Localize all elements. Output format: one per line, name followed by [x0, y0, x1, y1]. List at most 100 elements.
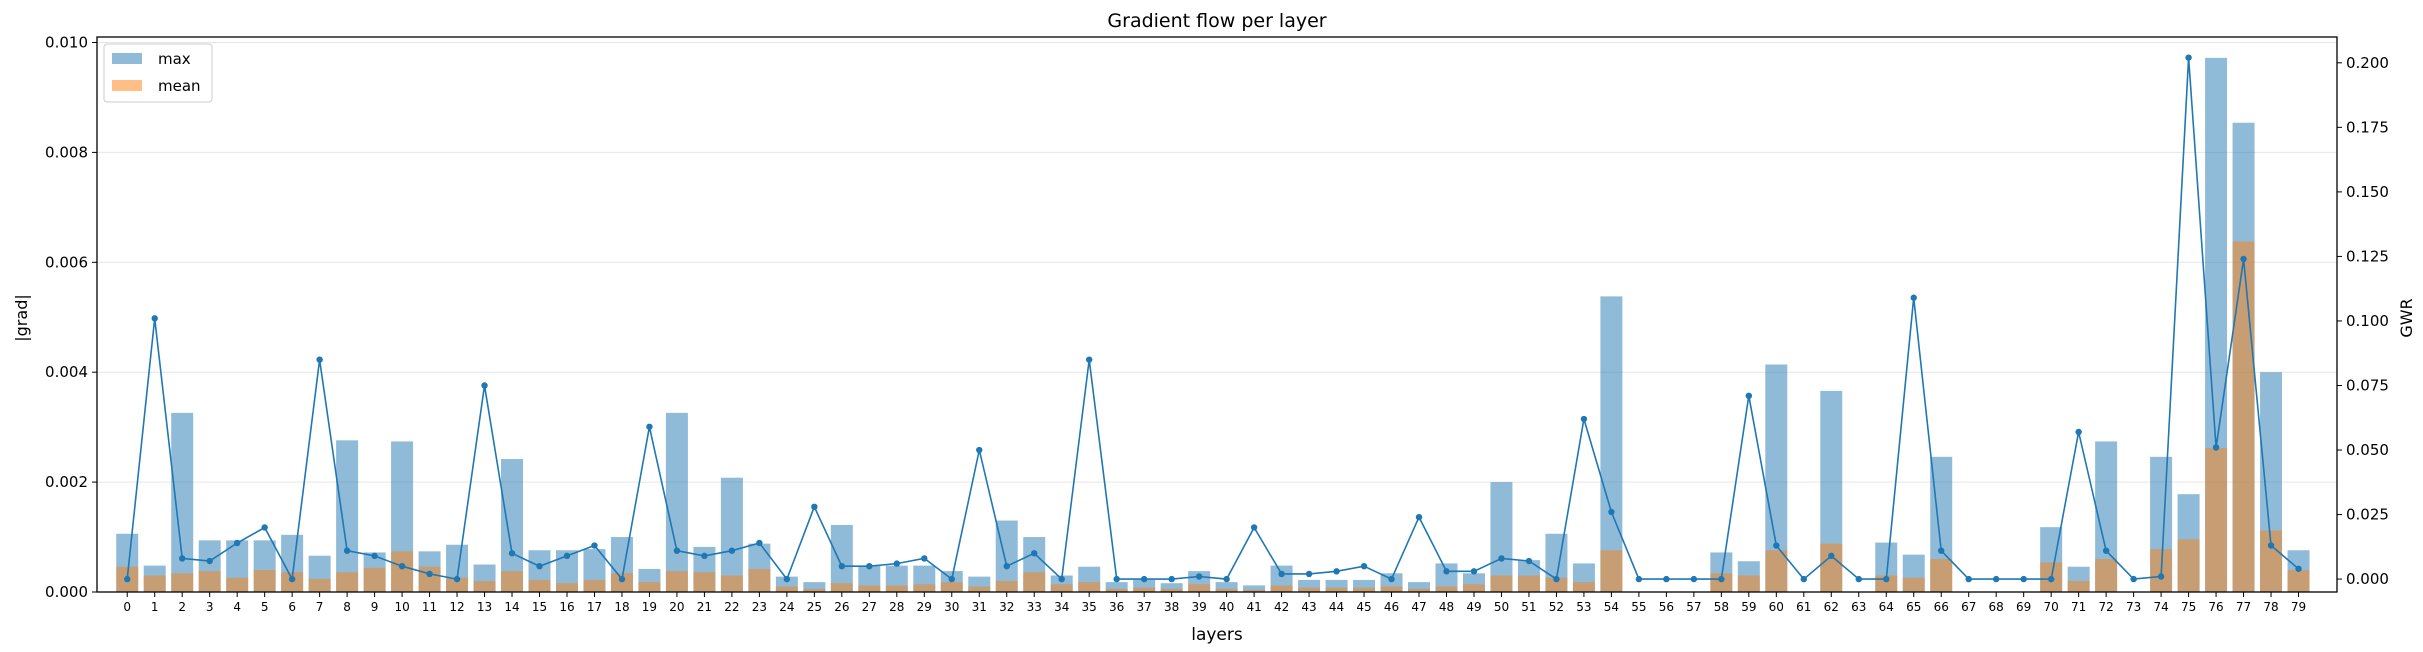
mean-bar — [336, 572, 359, 592]
mean-bar — [610, 573, 633, 592]
mean-bar — [1572, 582, 1595, 592]
x-tick-label: 4 — [233, 600, 241, 614]
max-bar — [2095, 441, 2118, 592]
x-tick-label: 43 — [1301, 600, 1316, 614]
x-tick-label: 53 — [1576, 600, 1591, 614]
gwr-point — [2212, 444, 2220, 451]
gwr-point — [1663, 575, 1670, 583]
gwr-point — [646, 423, 653, 430]
mean-bar — [1298, 587, 1321, 592]
y-tick-label: 0.010 — [45, 33, 88, 51]
x-tick-label: 24 — [779, 600, 794, 614]
gwr-point — [343, 547, 351, 554]
x-tick-label: 31 — [972, 600, 987, 614]
x-tick-label: 3 — [206, 600, 214, 614]
x-tick-label: 48 — [1439, 600, 1454, 614]
max-bar — [1408, 582, 1431, 592]
x-tick-label: 52 — [1549, 600, 1564, 614]
max-bar — [720, 477, 743, 592]
mean-bar — [748, 568, 771, 592]
mean-bar — [1902, 577, 1925, 592]
mean-bar — [1600, 550, 1623, 592]
gwr-point — [1718, 575, 1725, 583]
x-tick-label: 59 — [1741, 600, 1756, 614]
x-tick-label: 14 — [504, 600, 519, 614]
gwr-point — [838, 562, 846, 570]
max-bar — [171, 412, 194, 592]
mean-bar — [1215, 588, 1238, 592]
mean-bar — [803, 588, 826, 592]
gwr-point — [756, 539, 763, 547]
x-tick-label: 37 — [1137, 600, 1152, 614]
gwr-point — [508, 550, 516, 557]
gwr-point — [976, 446, 983, 454]
x-tick-label: 30 — [944, 600, 959, 614]
x-tick-label: 77 — [2236, 600, 2251, 614]
x-tick-label: 11 — [422, 600, 437, 614]
mean-bar — [1435, 586, 1458, 592]
gwr-point — [2267, 542, 2275, 549]
mean-bar — [1160, 588, 1183, 592]
gwr-point — [948, 575, 955, 583]
x-tick-label: 62 — [1824, 600, 1839, 614]
gwr-point — [261, 524, 268, 531]
mean-bar — [1930, 559, 1953, 592]
gwr-point — [481, 382, 488, 389]
gwr-point — [1113, 575, 1120, 583]
mean-bar — [171, 573, 194, 592]
x-tick-label: 41 — [1246, 600, 1261, 614]
mean-bar — [1050, 584, 1073, 592]
gwr-point — [316, 356, 323, 363]
mean-bar — [308, 578, 331, 592]
max-bar — [1490, 482, 1513, 592]
gwr-point — [1278, 570, 1285, 578]
mean-bar — [2095, 559, 2118, 592]
x-tick-label: 47 — [1411, 600, 1426, 614]
gwr-point — [1333, 568, 1340, 575]
x-tick-label: 51 — [1521, 600, 1536, 614]
x-tick-label: 2 — [178, 600, 186, 614]
y2-tick-label: 0.000 — [2346, 570, 2389, 588]
gwr-point — [1443, 568, 1450, 575]
x-tick-label: 38 — [1164, 600, 1179, 614]
x-tick-label: 64 — [1879, 600, 1894, 614]
mean-bar — [913, 584, 936, 592]
gwr-point — [1938, 547, 1945, 554]
left-y-axis-ticks: 0.000 0.002 0.004 0.006 0.008 0.010 — [45, 33, 97, 601]
mean-bar — [501, 571, 524, 592]
gwr-point — [1195, 573, 1203, 580]
gwr-point — [288, 575, 296, 583]
gwr-point — [1470, 568, 1478, 575]
mean-bar — [1023, 572, 1046, 592]
gwr-point — [893, 560, 901, 567]
mean-bar — [1517, 575, 1540, 592]
x-tick-label: 55 — [1631, 600, 1646, 614]
gwr-point — [2157, 573, 2165, 580]
mean-bar — [2232, 241, 2255, 593]
gwr-point — [1360, 562, 1368, 570]
x-tick-label: 20 — [669, 600, 684, 614]
x-tick-label: 32 — [999, 600, 1014, 614]
x-tick-label: 35 — [1082, 600, 1097, 614]
mean-bar — [1380, 586, 1403, 592]
gwr-point — [2075, 428, 2082, 436]
x-tick-label: 50 — [1494, 600, 1509, 614]
gwr-point — [1168, 575, 1175, 583]
x-tick-label: 22 — [724, 600, 739, 614]
mean-bar — [2260, 530, 2283, 592]
max-bar — [803, 582, 826, 592]
x-tick-label: 33 — [1027, 600, 1042, 614]
mean-bar — [1270, 585, 1293, 592]
mean-bar — [143, 575, 166, 592]
mean-bar — [720, 575, 743, 592]
gwr-point — [783, 575, 791, 583]
gwr-point — [1525, 557, 1533, 565]
mean-bar — [858, 585, 881, 592]
mean-bar — [1325, 587, 1348, 592]
gwr-point — [398, 562, 406, 570]
mean-bar — [968, 586, 991, 592]
mean-bar — [1737, 575, 1760, 592]
x-tick-label: 79 — [2291, 600, 2306, 614]
gwr-point — [1992, 575, 2000, 583]
